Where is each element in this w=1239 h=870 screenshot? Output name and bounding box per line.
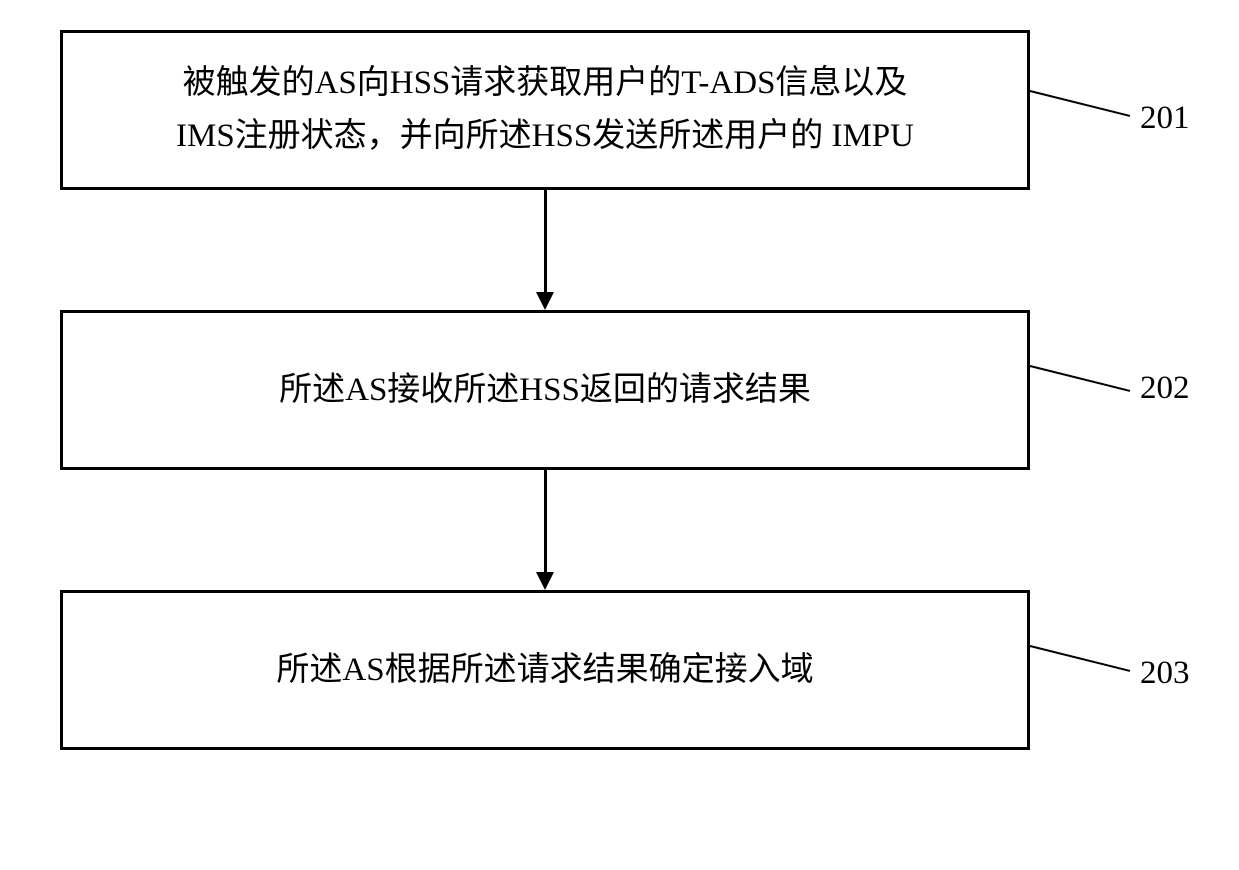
flowchart-canvas: 被触发的AS向HSS请求获取用户的T-ADS信息以及 IMS注册状态，并向所述H… <box>0 0 1239 870</box>
edge-2-3 <box>544 470 547 572</box>
step-label-3: 203 <box>1140 655 1190 692</box>
leader-line-2 <box>1030 365 1130 392</box>
flow-node-3: 所述AS根据所述请求结果确定接入域 <box>60 590 1030 750</box>
flow-node-2-text: 所述AS接收所述HSS返回的请求结果 <box>279 364 811 417</box>
edge-2-3-arrow <box>536 572 554 590</box>
leader-line-3 <box>1030 645 1130 672</box>
edge-1-2 <box>544 190 547 292</box>
flow-node-3-text: 所述AS根据所述请求结果确定接入域 <box>276 644 813 697</box>
step-label-1: 201 <box>1140 100 1190 137</box>
edge-1-2-arrow <box>536 292 554 310</box>
flow-node-1: 被触发的AS向HSS请求获取用户的T-ADS信息以及 IMS注册状态，并向所述H… <box>60 30 1030 190</box>
flow-node-2: 所述AS接收所述HSS返回的请求结果 <box>60 310 1030 470</box>
flow-node-1-text: 被触发的AS向HSS请求获取用户的T-ADS信息以及 IMS注册状态，并向所述H… <box>176 57 914 163</box>
leader-line-1 <box>1030 90 1130 117</box>
step-label-2: 202 <box>1140 370 1190 407</box>
